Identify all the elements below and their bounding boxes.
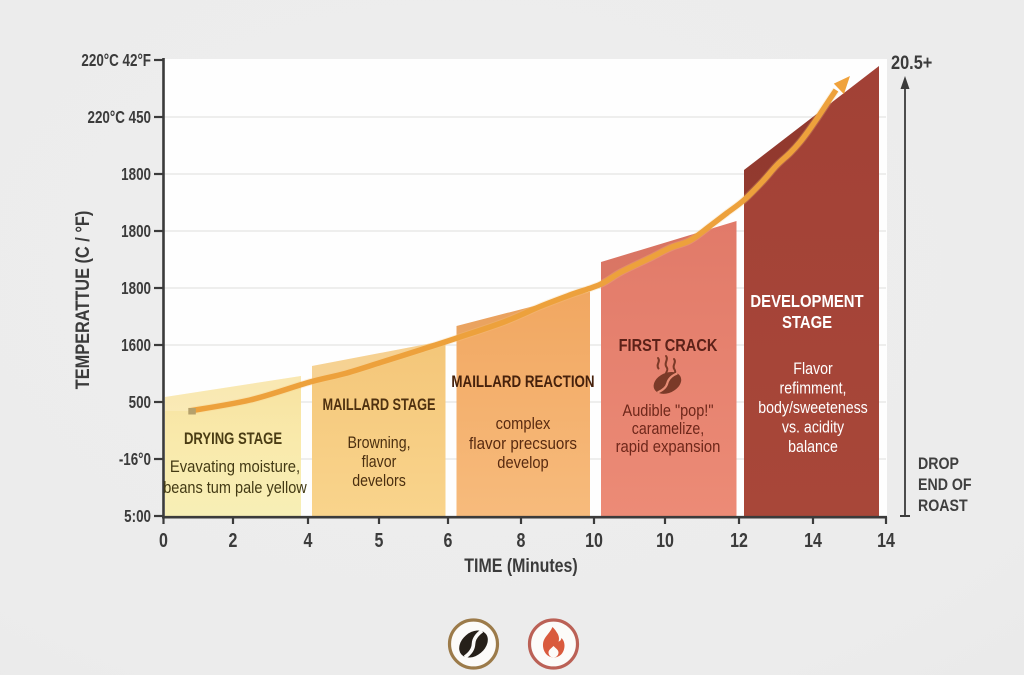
svg-text:caramelize,: caramelize, <box>632 420 704 438</box>
svg-text:10: 10 <box>656 529 674 551</box>
svg-text:1800: 1800 <box>121 166 151 185</box>
svg-text:MAILLARD STAGE: MAILLARD STAGE <box>322 395 435 414</box>
svg-text:220°C 42°F: 220°C 42°F <box>81 52 151 71</box>
svg-text:6: 6 <box>444 529 453 551</box>
svg-text:develop: develop <box>497 454 549 472</box>
svg-text:2: 2 <box>229 529 238 551</box>
svg-text:-16°0: -16°0 <box>119 451 151 470</box>
svg-text:flavor precsuors: flavor precsuors <box>469 435 577 453</box>
svg-text:14: 14 <box>804 529 822 551</box>
svg-text:20.5+: 20.5+ <box>891 52 932 73</box>
svg-text:TEMPERATTUE (C / °F): TEMPERATTUE (C / °F) <box>72 211 93 390</box>
svg-text:rapid expansion: rapid expansion <box>616 438 721 456</box>
svg-text:FIRST CRACK: FIRST CRACK <box>619 336 718 356</box>
svg-text:END OF: END OF <box>918 476 972 494</box>
svg-text:10: 10 <box>585 529 603 551</box>
svg-text:body/sweeteness: body/sweeteness <box>758 399 868 417</box>
svg-text:MAILLARD REACTION: MAILLARD REACTION <box>451 373 594 392</box>
svg-text:12: 12 <box>730 529 748 551</box>
svg-text:balance: balance <box>788 438 838 456</box>
svg-text:Flavor: Flavor <box>793 360 832 378</box>
svg-text:Evavating moisture,: Evavating moisture, <box>170 458 300 476</box>
svg-text:DRYING STAGE: DRYING STAGE <box>184 429 282 448</box>
svg-text:8: 8 <box>517 529 526 551</box>
svg-text:TIME (Minutes): TIME (Minutes) <box>464 555 577 577</box>
svg-text:1800: 1800 <box>121 223 151 242</box>
svg-text:STAGE: STAGE <box>782 313 832 332</box>
svg-text:Browning,: Browning, <box>347 434 410 452</box>
svg-text:1600: 1600 <box>121 337 151 356</box>
svg-text:500: 500 <box>129 394 151 413</box>
svg-text:ROAST: ROAST <box>918 497 968 515</box>
svg-text:complex: complex <box>496 415 551 433</box>
svg-text:5:00: 5:00 <box>124 508 151 527</box>
svg-text:DEVELOPMENT: DEVELOPMENT <box>750 292 863 311</box>
svg-text:develors: develors <box>352 472 406 490</box>
svg-text:vs. acidity: vs. acidity <box>782 419 845 437</box>
svg-text:flavor: flavor <box>362 453 397 471</box>
svg-text:5: 5 <box>375 529 384 551</box>
svg-text:1800: 1800 <box>121 280 151 299</box>
svg-text:beans tum pale yellow: beans tum pale yellow <box>163 479 307 497</box>
svg-text:DROP: DROP <box>918 455 959 473</box>
svg-text:220°C 450: 220°C 450 <box>88 109 151 128</box>
svg-text:14: 14 <box>877 529 895 551</box>
svg-text:Audible "pop!": Audible "pop!" <box>623 402 714 420</box>
svg-text:4: 4 <box>304 529 313 551</box>
svg-text:refimment,: refimment, <box>780 380 847 398</box>
svg-text:0: 0 <box>159 529 168 551</box>
